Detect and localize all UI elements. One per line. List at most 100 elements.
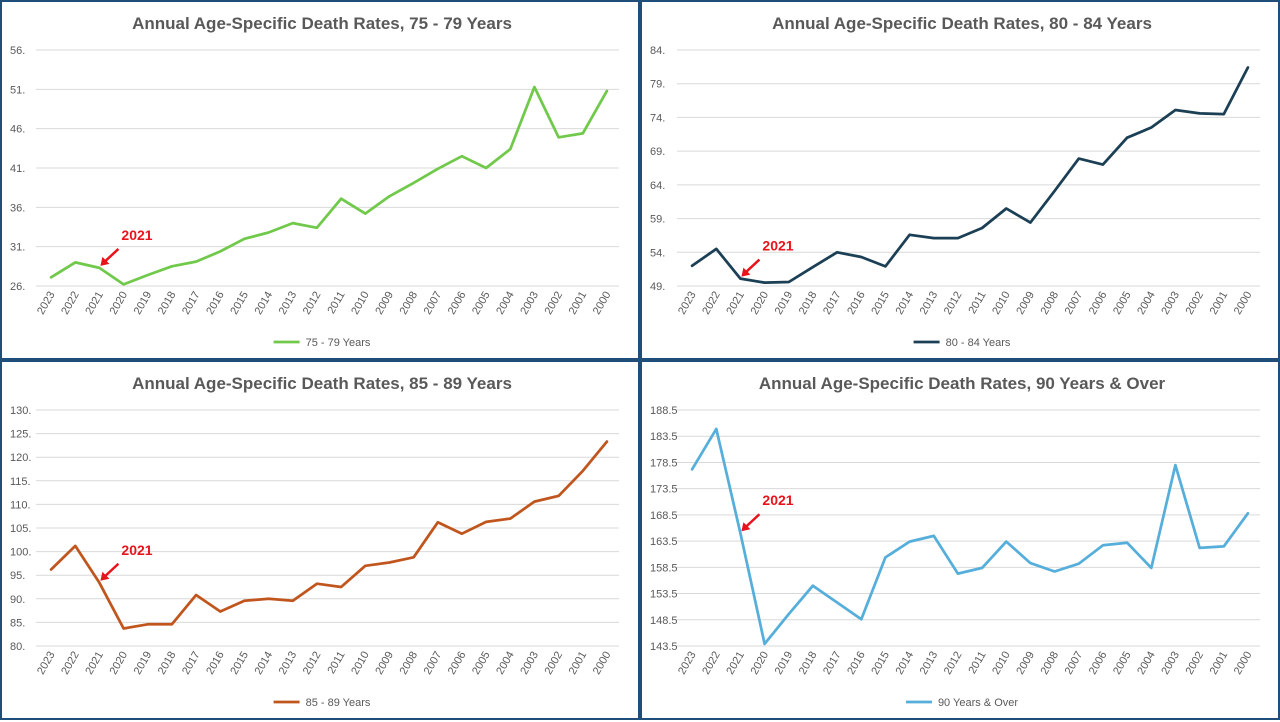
annotation-arrowhead [100,256,110,266]
y-tick-label: 90. [10,594,25,606]
x-tick-label: 2022 [700,650,723,677]
x-tick-label: 2014 [894,650,917,677]
y-tick-label: 100. [10,547,31,559]
x-tick-label: 2017 [821,290,844,317]
y-tick-label: 148.5 [650,615,678,627]
x-tick-label: 2019 [132,650,155,677]
x-tick-label: 2002 [1184,650,1207,677]
x-tick-label: 2011 [325,650,347,676]
legend-label: 80 - 84 Years [946,337,1011,349]
x-tick-label: 2020 [108,290,131,317]
x-tick-label: 2019 [773,650,796,677]
y-tick-label: 153.5 [650,589,678,601]
chart-svg-75-79: Annual Age-Specific Death Rates, 75 - 79… [10,14,619,349]
legend-label: 90 Years & Over [938,697,1018,709]
x-tick-label: 2013 [918,650,941,677]
x-tick-label: 2017 [180,290,203,317]
x-tick-label: 2006 [446,290,469,317]
y-tick-label: 105. [10,523,31,535]
x-tick-label: 2000 [591,290,614,317]
legend-label: 75 - 79 Years [306,337,371,349]
y-tick-label: 183.5 [650,431,678,443]
x-tick-label: 2003 [1159,650,1182,677]
x-tick-label: 2011 [325,290,347,316]
x-tick-label: 2002 [1184,290,1207,317]
y-tick-label: 41. [10,163,25,175]
x-tick-label: 2012 [942,290,965,317]
y-tick-label: 143.5 [650,641,678,653]
x-tick-label: 2010 [990,650,1013,677]
x-tick-label: 2005 [1111,650,1134,677]
x-tick-label: 2006 [1087,650,1110,677]
x-tick-label: 2006 [1087,290,1110,317]
x-tick-label: 2023 [676,650,699,677]
x-tick-label: 2021 [83,650,106,677]
annotation-arrow [744,513,761,529]
y-tick-label: 110. [10,499,31,511]
x-tick-label: 2008 [398,290,421,317]
y-tick-label: 31. [10,242,25,254]
x-tick-label: 2012 [301,650,324,677]
x-tick-label: 2001 [1208,290,1231,317]
chart-panel-90-over: Annual Age-Specific Death Rates, 90 Year… [640,360,1280,720]
x-tick-label: 2001 [567,650,590,677]
x-tick-label: 2007 [422,290,445,317]
x-tick-label: 2013 [918,290,941,317]
x-tick-label: 2022 [59,650,82,677]
y-tick-label: 36. [10,202,25,214]
y-tick-label: 163.5 [650,536,678,548]
y-tick-label: 130. [10,405,31,417]
x-tick-label: 2019 [132,290,155,317]
y-tick-label: 80. [10,641,25,653]
annotation-arrowhead [100,571,110,581]
x-tick-label: 2018 [797,650,820,677]
x-tick-label: 2023 [676,290,699,317]
x-tick-label: 2000 [591,650,614,677]
x-tick-label: 2001 [567,290,590,317]
x-tick-label: 2009 [1014,650,1037,677]
x-tick-label: 2014 [253,650,276,677]
x-tick-label: 2008 [1039,290,1062,317]
y-tick-label: 85. [10,617,25,629]
x-tick-label: 2009 [1014,290,1037,317]
y-tick-label: 178.5 [650,457,678,469]
x-tick-label: 2018 [156,650,179,677]
y-tick-label: 188.5 [650,405,678,417]
x-tick-label: 2003 [518,650,541,677]
y-tick-label: 74. [650,112,665,124]
y-tick-label: 56. [10,45,25,57]
x-tick-label: 2015 [228,290,251,317]
y-tick-label: 120. [10,452,31,464]
legend: 80 - 84 Years [913,337,1011,349]
x-tick-label: 2017 [180,650,203,677]
chart-panel-85-89: Annual Age-Specific Death Rates, 85 - 89… [0,360,640,720]
x-tick-label: 2020 [749,290,772,317]
x-tick-label: 2013 [277,290,300,317]
x-tick-label: 2005 [470,650,493,677]
series-line [49,440,609,630]
x-tick-label: 2021 [724,290,747,317]
series-line [690,427,1250,646]
x-tick-label: 2016 [204,650,227,677]
x-tick-label: 2007 [1063,290,1086,317]
x-tick-label: 2016 [845,290,868,317]
y-tick-label: 64. [650,180,665,192]
x-tick-label: 2013 [277,650,300,677]
x-tick-label: 2008 [1039,650,1062,677]
series-line [690,66,1250,284]
x-tick-label: 2020 [749,650,772,677]
x-tick-label: 2023 [35,290,58,317]
y-tick-label: 54. [650,247,665,259]
series-line [49,85,609,286]
x-tick-label: 2010 [990,290,1013,317]
y-tick-label: 125. [10,429,31,441]
x-tick-label: 2015 [869,290,892,317]
x-tick-label: 2022 [59,290,82,317]
x-tick-label: 2004 [494,650,517,677]
x-tick-label: 2015 [228,650,251,677]
x-tick-label: 2000 [1232,290,1255,317]
x-tick-label: 2004 [1135,650,1158,677]
chart-panel-80-84: Annual Age-Specific Death Rates, 80 - 84… [640,0,1280,360]
x-tick-label: 2012 [942,650,965,677]
y-tick-label: 26. [10,281,25,293]
